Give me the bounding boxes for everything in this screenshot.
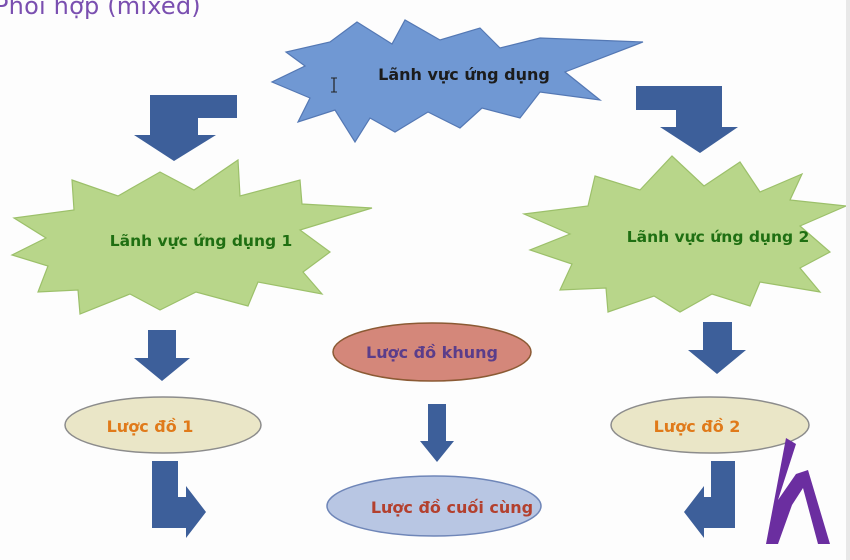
schema-1-shape — [64, 396, 262, 454]
left-star-label: Lãnh vực ứng dụng 1 — [110, 232, 293, 250]
schema-2-node: Lược đồ 2 — [610, 396, 810, 454]
frame-schema-node: Lược đồ khung — [332, 322, 532, 382]
schema-2-label: Lược đồ 2 — [654, 417, 741, 436]
right-star-shape — [521, 155, 849, 313]
top-star-shape — [270, 19, 644, 144]
right-star-label: Lãnh vực ứng dụng 2 — [627, 228, 810, 246]
top-star-node: Lãnh vực ứng dụng — [270, 19, 644, 144]
left-star-node: Lãnh vực ứng dụng 1 — [10, 158, 373, 315]
arrow-middle-down — [420, 404, 454, 462]
window-edge — [846, 0, 850, 560]
frame-schema-label: Lược đồ khung — [366, 343, 498, 362]
frame-schema-shape — [332, 322, 532, 382]
top-star-label: Lãnh vực ứng dụng — [378, 65, 550, 84]
arrow-top-right — [636, 86, 738, 153]
final-schema-label: Lược đồ cuối cùng — [371, 498, 533, 517]
arrow-bottom-left — [152, 461, 206, 538]
right-star-node: Lãnh vực ứng dụng 2 — [521, 155, 849, 313]
arrow-left-down — [134, 330, 190, 381]
arrow-bottom-right — [684, 461, 735, 538]
schema-2-shape — [610, 396, 810, 454]
h-logo — [766, 438, 830, 544]
text-cursor-icon — [331, 77, 337, 93]
schema-1-node: Lược đồ 1 — [64, 396, 262, 454]
arrow-right-down — [688, 322, 746, 374]
final-schema-node: Lược đồ cuối cùng — [326, 475, 542, 537]
schema-1-label: Lược đồ 1 — [107, 417, 194, 436]
final-schema-shape — [326, 475, 542, 537]
arrow-top-left — [134, 95, 237, 161]
slide-title: Phối hợp (mixed) — [0, 0, 201, 20]
left-star-shape — [10, 158, 373, 315]
